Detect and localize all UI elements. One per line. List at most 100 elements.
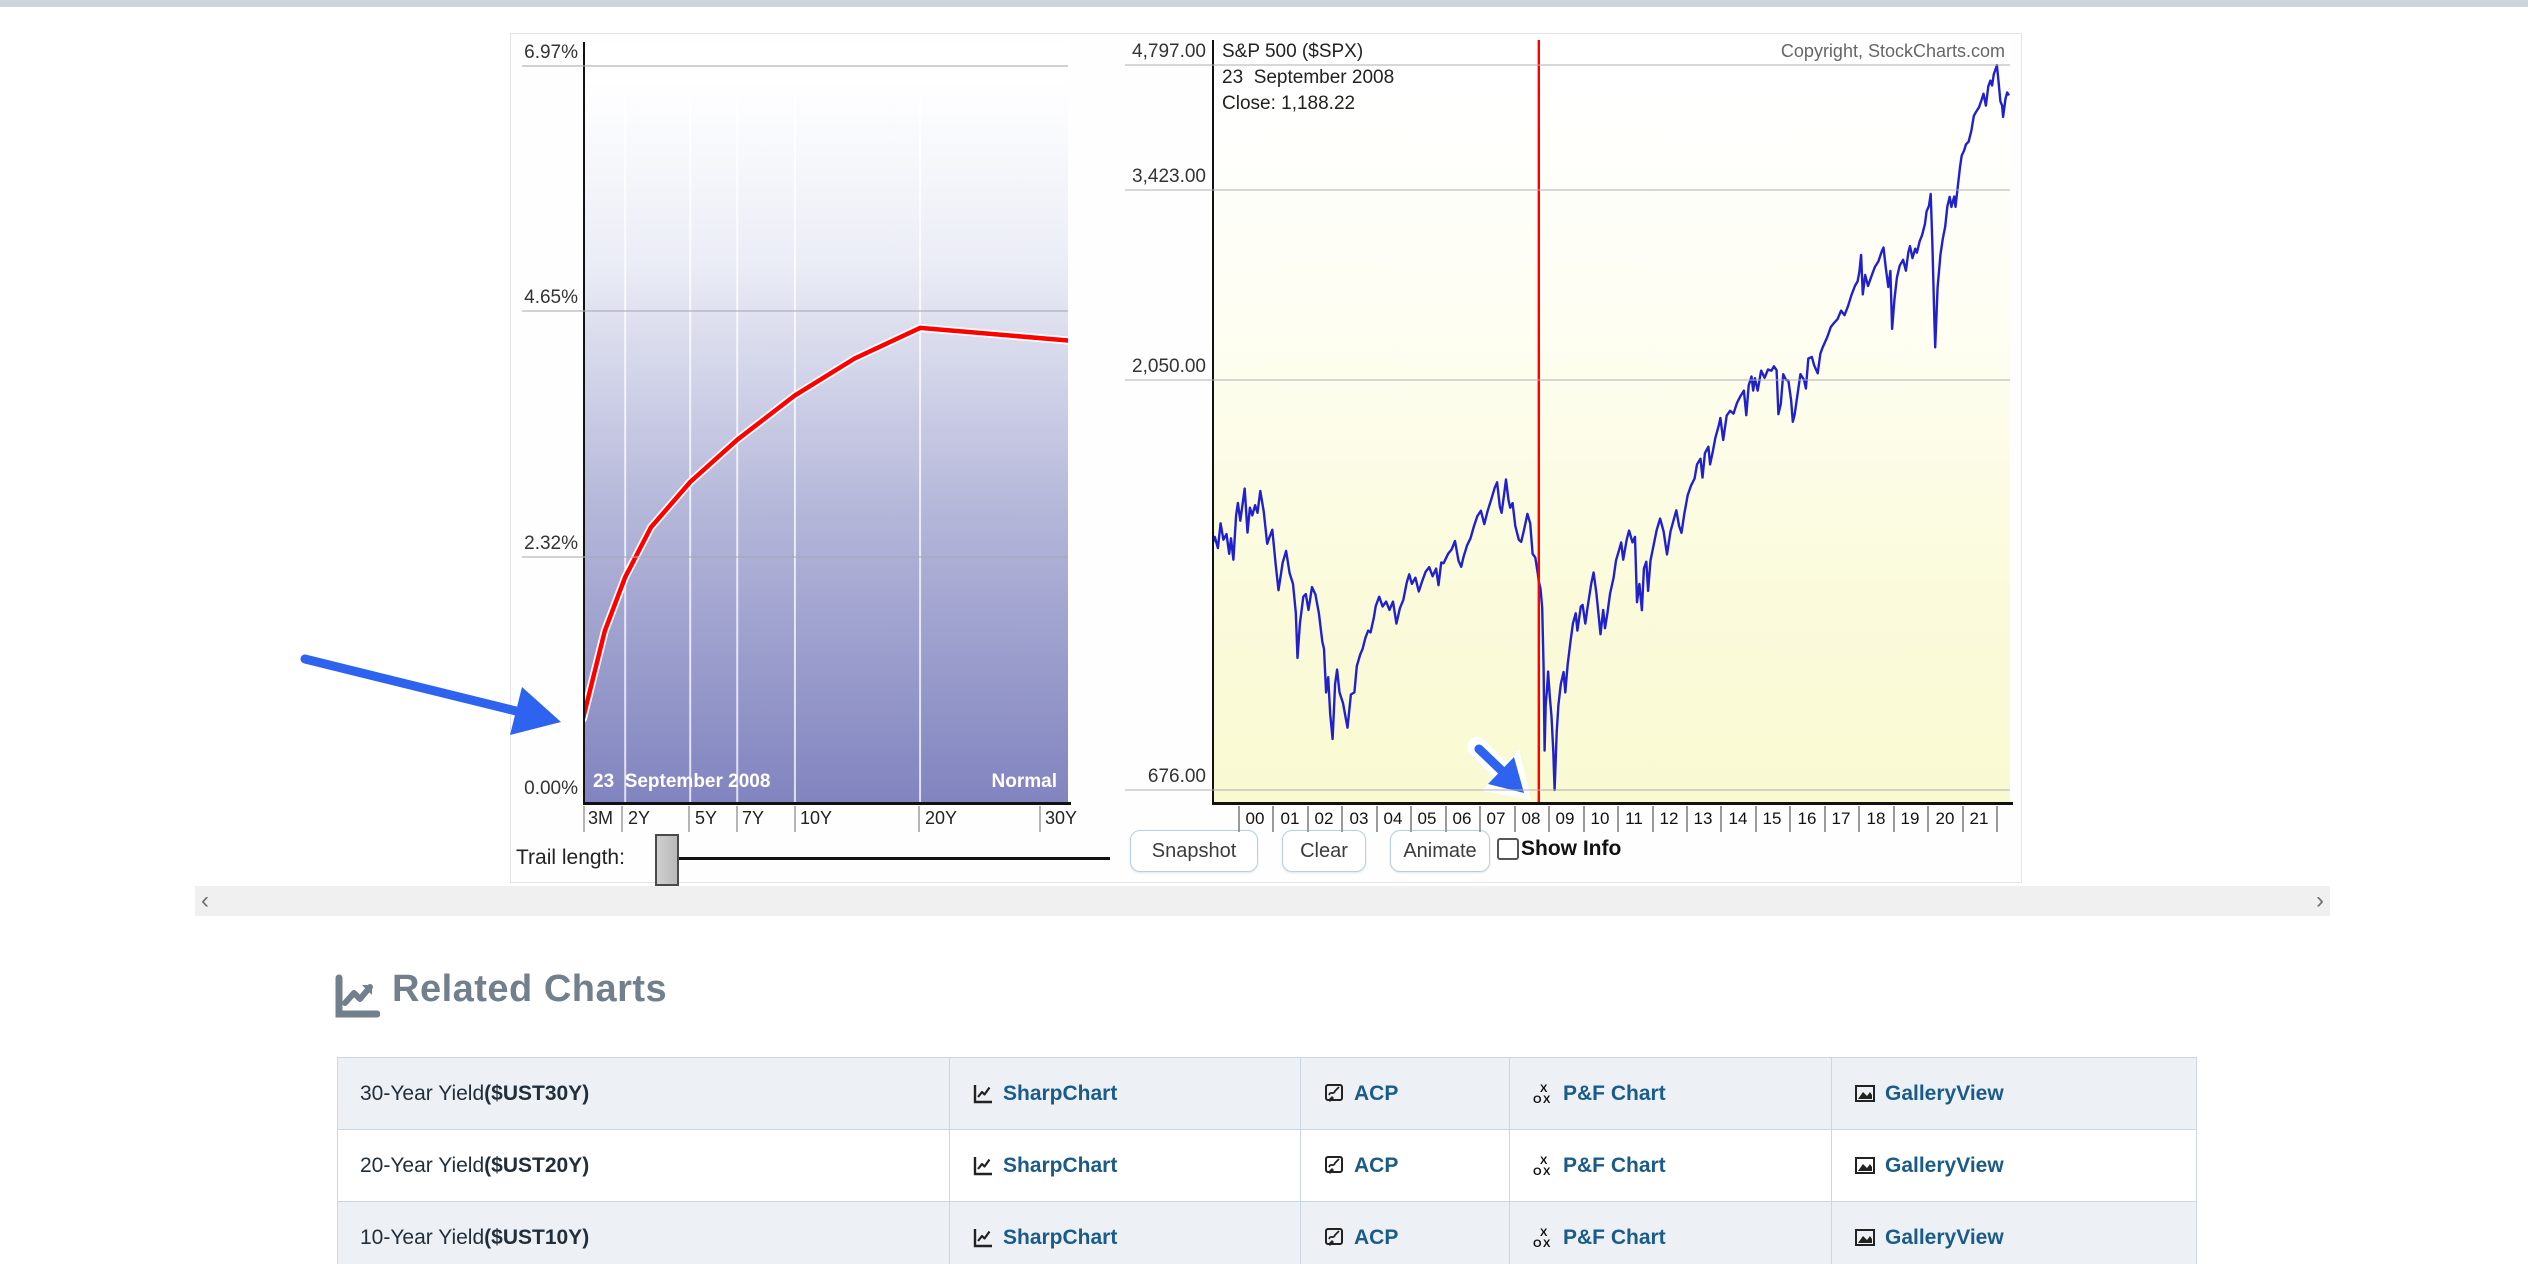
yield-x-axis: [583, 802, 1071, 805]
symbol-name: 10-Year Yield: [360, 1225, 485, 1249]
spx-x-tick-label: 06: [1452, 809, 1472, 828]
link-label: ACP: [1354, 1153, 1399, 1177]
clear-button[interactable]: Clear: [1282, 830, 1366, 872]
yield-y-tick-label: 0.00%: [524, 778, 578, 799]
acp-link[interactable]: ACP: [1301, 1226, 1398, 1250]
yield-x-tick: [688, 806, 690, 832]
svg-text:X: X: [1540, 1155, 1548, 1167]
spx-x-tick-label: 12: [1659, 809, 1679, 828]
link-cell: X O X P&F Chart: [1509, 1130, 1832, 1201]
yield-y-tick-label: 2.32%: [524, 533, 578, 554]
galleryview-icon: [1854, 1227, 1876, 1249]
yield-curve-chart[interactable]: [583, 42, 1068, 802]
spx-x-tick: [1824, 806, 1826, 832]
svg-text:O: O: [1533, 1094, 1542, 1105]
scroll-right-icon[interactable]: ›: [2316, 887, 2324, 914]
spx-y-tick-label: 676.00: [1147, 766, 1206, 787]
acp-link[interactable]: ACP: [1301, 1082, 1398, 1106]
spx-x-tick: [1307, 806, 1309, 832]
animate-button[interactable]: Animate: [1390, 830, 1490, 872]
p-f-chart-link[interactable]: X O X P&F Chart: [1510, 1226, 1666, 1250]
spx-x-tick: [1927, 806, 1929, 832]
spx-date: 23 September 2008: [1222, 67, 1395, 88]
link-cell: GalleryView: [1831, 1058, 2197, 1129]
spx-x-tick: [1858, 806, 1860, 832]
spx-x-tick: [1893, 806, 1895, 832]
yield-x-tick: [583, 806, 585, 832]
spx-close: Close: 1,188.22: [1222, 93, 1356, 114]
spx-x-tick: [1720, 806, 1722, 832]
p-f-chart-link[interactable]: X O X P&F Chart: [1510, 1082, 1666, 1106]
galleryview-link[interactable]: GalleryView: [1832, 1082, 2004, 1106]
svg-text:X: X: [1543, 1166, 1551, 1177]
sharpchart-link[interactable]: SharpChart: [950, 1082, 1117, 1106]
sharpchart-link[interactable]: SharpChart: [950, 1154, 1117, 1178]
yield-x-tick: [621, 806, 623, 832]
spx-x-tick: [1272, 806, 1274, 832]
spx-x-tick: [1548, 806, 1550, 832]
trail-length-slider[interactable]: [665, 857, 1110, 860]
spx-x-tick-label: 09: [1555, 809, 1575, 828]
acp-icon: [1323, 1155, 1345, 1177]
link-cell: SharpChart: [949, 1130, 1301, 1201]
spx-x-tick-label: 10: [1590, 809, 1610, 828]
spx-y-tick-label: 2,050.00: [1132, 355, 1206, 377]
table-row: 20-Year Yield ($UST20Y) SharpChart ACP X O X P…: [338, 1130, 2196, 1202]
svg-text:X: X: [1540, 1083, 1548, 1095]
link-label: ACP: [1354, 1081, 1399, 1105]
yield-x-tick: [918, 806, 920, 832]
galleryview-link[interactable]: GalleryView: [1832, 1154, 2004, 1178]
link-label: GalleryView: [1885, 1153, 2004, 1177]
symbol-name: 20-Year Yield: [360, 1153, 485, 1177]
related-charts-table: 30-Year Yield ($UST30Y) SharpChart ACP X O X P…: [337, 1057, 2197, 1264]
spx-x-tick-label: 07: [1486, 809, 1506, 828]
table-row: 30-Year Yield ($UST30Y) SharpChart ACP X O X P…: [338, 1058, 2196, 1130]
yield-x-tick-label: 3M: [588, 808, 614, 828]
sharpchart-icon: [972, 1227, 994, 1249]
show-info-checkbox[interactable]: [1497, 838, 1519, 860]
spx-y-tick-label: 3,423.00: [1132, 165, 1206, 187]
spx-x-tick: [1479, 806, 1481, 832]
chart-line-icon: [335, 974, 380, 1018]
yield-gridline: [522, 64, 1068, 67]
yield-gridline: [522, 309, 1068, 312]
trail-length-thumb[interactable]: [655, 834, 679, 886]
spx-x-tick: [1617, 806, 1619, 832]
spx-x-tick: [1652, 806, 1654, 832]
yield-x-tick: [736, 806, 738, 832]
spx-x-tick: [1445, 806, 1447, 832]
spx-plot: [1212, 40, 2010, 802]
symbol-ticker: ($UST30Y): [484, 1081, 590, 1105]
spx-x-tick-label: 08: [1521, 809, 1541, 828]
galleryview-icon: [1854, 1083, 1876, 1105]
galleryview-link[interactable]: GalleryView: [1832, 1226, 2004, 1250]
spx-x-tick-label: 17: [1831, 809, 1851, 828]
p-f-chart-link[interactable]: X O X P&F Chart: [1510, 1154, 1666, 1178]
spx-gridline: [1125, 378, 2010, 381]
scroll-left-icon[interactable]: ‹: [201, 887, 209, 914]
spx-x-tick: [1583, 806, 1585, 832]
spx-chart[interactable]: [1212, 40, 2010, 802]
spx-x-tick-label: 00: [1245, 809, 1265, 828]
sharpchart-link[interactable]: SharpChart: [950, 1226, 1117, 1250]
link-label: ACP: [1354, 1225, 1399, 1249]
link-cell: X O X P&F Chart: [1509, 1058, 1832, 1129]
spx-x-tick: [1410, 806, 1412, 832]
link-label: SharpChart: [1003, 1225, 1118, 1249]
svg-text:X: X: [1543, 1238, 1551, 1249]
horizontal-scrollbar[interactable]: ‹ ›: [195, 886, 2330, 916]
yield-y-axis: [583, 42, 585, 803]
spx-x-tick-label: 13: [1693, 809, 1713, 828]
spx-x-tick: [1996, 806, 1998, 832]
spx-x-tick-label: 11: [1625, 809, 1643, 828]
acp-icon: [1323, 1227, 1345, 1249]
acp-link[interactable]: ACP: [1301, 1154, 1398, 1178]
link-label: GalleryView: [1885, 1081, 2004, 1105]
table-row: 10-Year Yield ($UST10Y) SharpChart ACP X O X P…: [338, 1202, 2196, 1264]
yield-shape-label: Normal: [991, 771, 1057, 792]
link-cell: SharpChart: [949, 1058, 1301, 1129]
spx-x-tick: [1238, 806, 1240, 832]
snapshot-button[interactable]: Snapshot: [1130, 830, 1258, 872]
spx-x-tick-label: 04: [1383, 809, 1403, 828]
yield-y-tick-label: 6.97%: [524, 41, 578, 63]
